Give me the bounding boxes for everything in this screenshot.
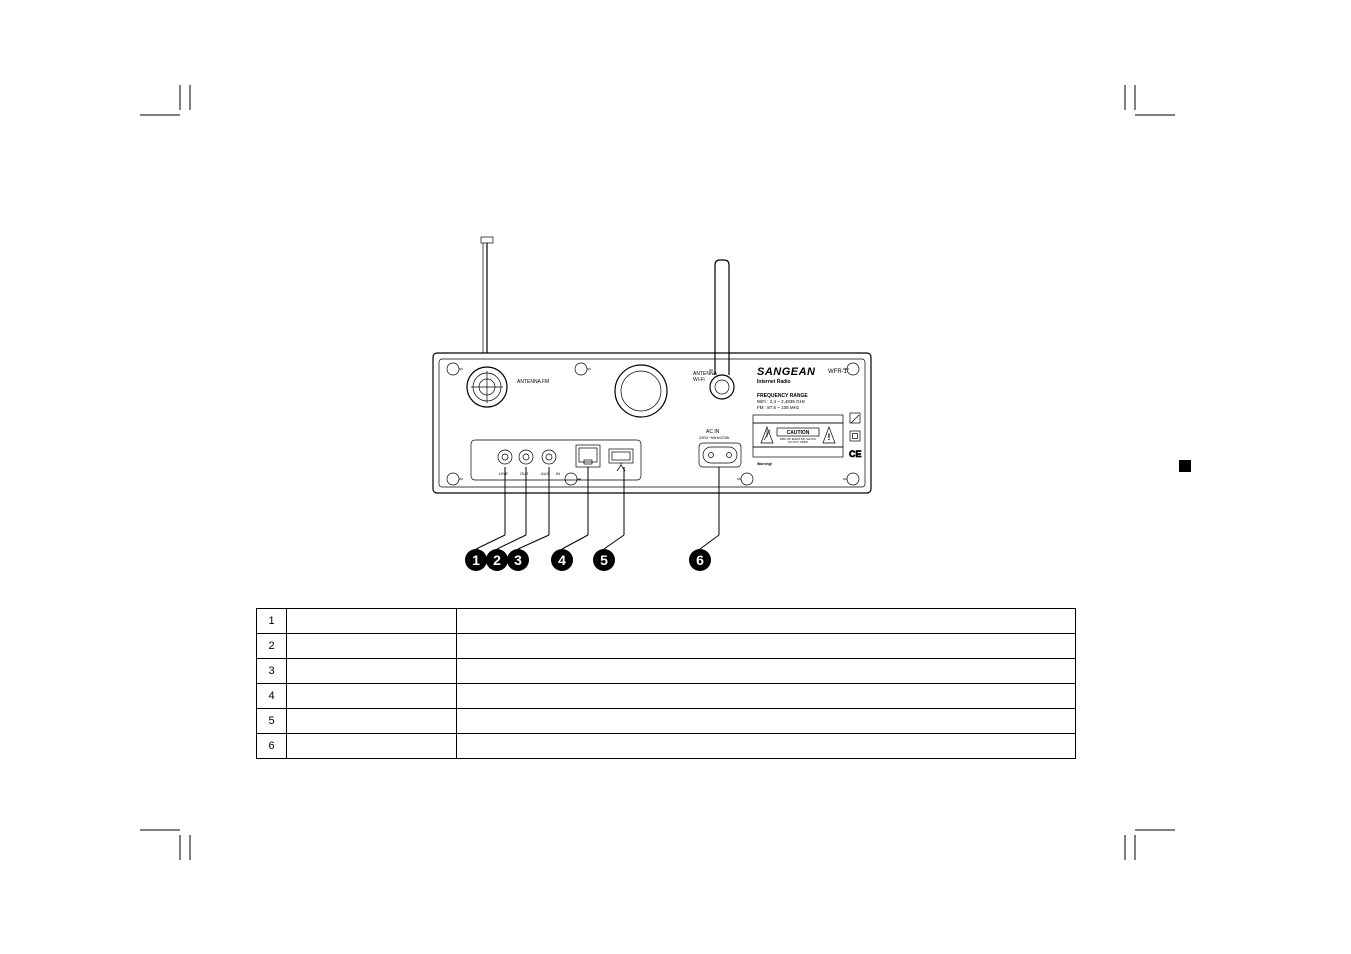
table-row: 4 [257, 684, 1076, 709]
table-row: 5 [257, 709, 1076, 734]
connector-table: 123456 [256, 608, 1076, 759]
svg-text:5: 5 [600, 552, 608, 568]
svg-text:1: 1 [472, 552, 480, 568]
svg-text:3: 3 [514, 552, 522, 568]
table-row: 1 [257, 609, 1076, 634]
svg-text:6: 6 [696, 552, 704, 568]
table-row: 6 [257, 734, 1076, 759]
table-row: 2 [257, 634, 1076, 659]
page-edge-marker [1179, 460, 1191, 472]
svg-text:2: 2 [493, 552, 501, 568]
callout-overlay: 123 4 5 6 [431, 235, 873, 575]
table-row: 3 [257, 659, 1076, 684]
svg-text:4: 4 [558, 552, 566, 568]
